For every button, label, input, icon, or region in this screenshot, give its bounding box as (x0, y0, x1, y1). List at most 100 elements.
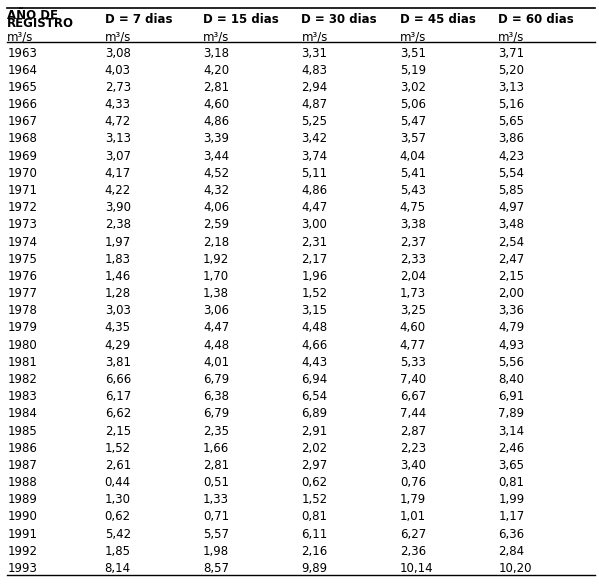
Text: 5,42: 5,42 (105, 528, 131, 541)
Text: 0,81: 0,81 (498, 476, 524, 489)
Text: m³/s: m³/s (301, 31, 328, 43)
Text: 4,60: 4,60 (400, 322, 426, 335)
Text: 1,28: 1,28 (105, 287, 131, 300)
Text: 4,33: 4,33 (105, 98, 131, 111)
Text: 6,66: 6,66 (105, 373, 131, 386)
Text: 1968: 1968 (7, 133, 37, 146)
Text: 2,54: 2,54 (498, 235, 524, 248)
Text: 2,37: 2,37 (400, 235, 426, 248)
Text: 2,36: 2,36 (400, 545, 426, 558)
Text: 3,36: 3,36 (498, 304, 524, 317)
Text: 3,14: 3,14 (498, 424, 524, 437)
Text: 3,02: 3,02 (400, 81, 426, 94)
Text: 1989: 1989 (7, 493, 37, 506)
Text: 1969: 1969 (7, 150, 37, 163)
Text: 6,11: 6,11 (301, 528, 328, 541)
Text: 4,48: 4,48 (203, 339, 229, 352)
Text: 1993: 1993 (7, 562, 37, 575)
Text: 1990: 1990 (7, 511, 37, 524)
Text: 2,15: 2,15 (105, 424, 131, 437)
Text: 5,56: 5,56 (498, 356, 524, 369)
Text: 1,96: 1,96 (301, 270, 328, 283)
Text: 9,89: 9,89 (301, 562, 328, 575)
Text: 1981: 1981 (7, 356, 37, 369)
Text: 6,36: 6,36 (498, 528, 524, 541)
Text: 1,52: 1,52 (301, 287, 328, 300)
Text: 1,01: 1,01 (400, 511, 426, 524)
Text: 3,51: 3,51 (400, 46, 426, 60)
Text: 1979: 1979 (7, 322, 37, 335)
Text: 0,76: 0,76 (400, 476, 426, 489)
Text: 1983: 1983 (7, 390, 37, 403)
Text: 4,86: 4,86 (301, 184, 328, 197)
Text: 3,03: 3,03 (105, 304, 131, 317)
Text: 0,62: 0,62 (301, 476, 328, 489)
Text: 0,44: 0,44 (105, 476, 131, 489)
Text: 4,60: 4,60 (203, 98, 229, 111)
Text: 3,40: 3,40 (400, 459, 426, 472)
Text: 4,79: 4,79 (498, 322, 525, 335)
Text: 1,52: 1,52 (301, 493, 328, 506)
Text: 3,86: 3,86 (498, 133, 524, 146)
Text: 1974: 1974 (7, 235, 37, 248)
Text: 2,38: 2,38 (105, 218, 131, 231)
Text: 0,51: 0,51 (203, 476, 229, 489)
Text: 0,71: 0,71 (203, 511, 229, 524)
Text: D = 7 dias: D = 7 dias (105, 13, 172, 26)
Text: 2,91: 2,91 (301, 424, 328, 437)
Text: m³/s: m³/s (105, 31, 131, 43)
Text: 2,35: 2,35 (203, 424, 229, 437)
Text: 5,85: 5,85 (498, 184, 524, 197)
Text: 4,03: 4,03 (105, 64, 131, 77)
Text: 6,17: 6,17 (105, 390, 131, 403)
Text: 2,46: 2,46 (498, 441, 525, 455)
Text: 5,11: 5,11 (301, 167, 328, 180)
Text: 4,83: 4,83 (301, 64, 328, 77)
Text: 2,00: 2,00 (498, 287, 524, 300)
Text: 1,79: 1,79 (400, 493, 426, 506)
Text: 10,20: 10,20 (498, 562, 532, 575)
Text: 4,23: 4,23 (498, 150, 524, 163)
Text: 1992: 1992 (7, 545, 37, 558)
Text: 4,04: 4,04 (400, 150, 426, 163)
Text: 1985: 1985 (7, 424, 37, 437)
Text: 4,35: 4,35 (105, 322, 131, 335)
Text: 1,98: 1,98 (203, 545, 229, 558)
Text: 1984: 1984 (7, 407, 37, 420)
Text: 1972: 1972 (7, 201, 37, 214)
Text: 7,40: 7,40 (400, 373, 426, 386)
Text: 4,87: 4,87 (301, 98, 328, 111)
Text: 3,90: 3,90 (105, 201, 131, 214)
Text: 2,33: 2,33 (400, 253, 426, 266)
Text: 3,08: 3,08 (105, 46, 131, 60)
Text: 8,40: 8,40 (498, 373, 524, 386)
Text: 3,25: 3,25 (400, 304, 426, 317)
Text: 7,89: 7,89 (498, 407, 524, 420)
Text: 8,14: 8,14 (105, 562, 131, 575)
Text: 1,73: 1,73 (400, 287, 426, 300)
Text: 3,65: 3,65 (498, 459, 524, 472)
Text: 3,42: 3,42 (301, 133, 328, 146)
Text: 10,14: 10,14 (400, 562, 434, 575)
Text: 5,54: 5,54 (498, 167, 524, 180)
Text: 5,33: 5,33 (400, 356, 426, 369)
Text: 1,66: 1,66 (203, 441, 229, 455)
Text: 1,97: 1,97 (105, 235, 131, 248)
Text: 4,75: 4,75 (400, 201, 426, 214)
Text: 4,93: 4,93 (498, 339, 524, 352)
Text: 1970: 1970 (7, 167, 37, 180)
Text: 3,44: 3,44 (203, 150, 229, 163)
Text: 4,97: 4,97 (498, 201, 525, 214)
Text: 4,32: 4,32 (203, 184, 229, 197)
Text: 1,52: 1,52 (105, 441, 131, 455)
Text: 1978: 1978 (7, 304, 37, 317)
Text: 6,38: 6,38 (203, 390, 229, 403)
Text: 3,06: 3,06 (203, 304, 229, 317)
Text: 4,47: 4,47 (203, 322, 229, 335)
Text: 1988: 1988 (7, 476, 37, 489)
Text: 2,47: 2,47 (498, 253, 525, 266)
Text: 4,20: 4,20 (203, 64, 229, 77)
Text: 2,16: 2,16 (301, 545, 328, 558)
Text: 4,86: 4,86 (203, 115, 229, 129)
Text: 4,72: 4,72 (105, 115, 131, 129)
